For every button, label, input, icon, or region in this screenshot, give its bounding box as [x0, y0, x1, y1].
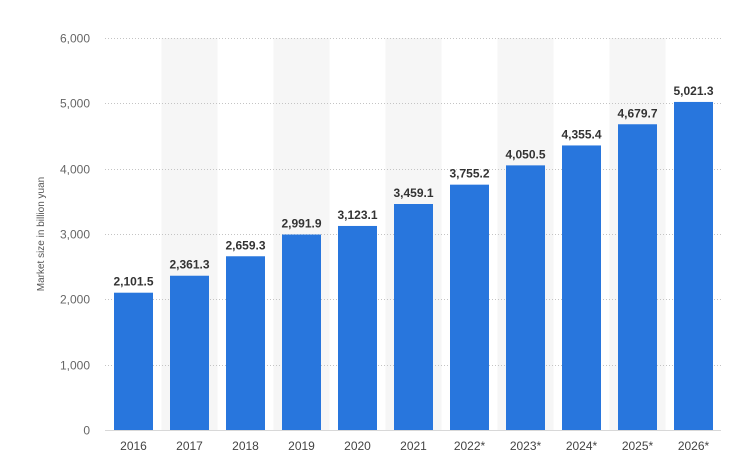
- bar-value-label: 4,679.7: [617, 106, 657, 120]
- bar[interactable]: [282, 234, 321, 430]
- bar[interactable]: [114, 292, 153, 430]
- y-tick-label: 2,000: [60, 293, 90, 307]
- x-tick-label: 2019: [288, 439, 315, 453]
- data-labels: 2,101.5 2,361.3 2,659.3 2,991.9 3,123.1 3,459…: [113, 84, 713, 289]
- bar-value-label: 3,459.1: [393, 186, 433, 200]
- x-tick-label: 2023*: [510, 439, 542, 453]
- bar[interactable]: [618, 124, 657, 431]
- x-tick-label: 2025*: [622, 439, 654, 453]
- bar-value-label: 2,659.3: [225, 238, 265, 252]
- y-tick-label: 6,000: [60, 32, 90, 46]
- bar-value-label: 2,991.9: [281, 217, 321, 231]
- bars: [114, 101, 713, 431]
- bar-value-label: 2,361.3: [169, 258, 209, 272]
- y-axis-ticks: 0 1,000 2,000 3,000 4,000 5,000 6,000: [60, 32, 90, 438]
- x-tick-label: 2020: [344, 439, 371, 453]
- x-tick-label: 2018: [232, 439, 259, 453]
- bar[interactable]: [506, 165, 545, 430]
- x-tick-label: 2024*: [566, 439, 598, 453]
- bar-value-label: 4,355.4: [561, 127, 601, 141]
- x-tick-label: 2021: [400, 439, 427, 453]
- y-tick-label: 1,000: [60, 359, 90, 373]
- bar[interactable]: [338, 225, 377, 430]
- bar[interactable]: [394, 204, 433, 430]
- y-tick-label: 4,000: [60, 163, 90, 177]
- y-tick-label: 3,000: [60, 228, 90, 242]
- bar-value-label: 3,123.1: [337, 208, 377, 222]
- bar-value-label: 4,050.5: [505, 147, 545, 161]
- bar[interactable]: [674, 101, 713, 430]
- x-tick-label: 2022*: [454, 439, 486, 453]
- y-axis-title: Market size in billion yuan: [36, 177, 47, 292]
- bar[interactable]: [170, 275, 209, 430]
- bar[interactable]: [226, 256, 265, 430]
- x-tick-label: 2026*: [678, 439, 710, 453]
- x-tick-label: 2016: [120, 439, 147, 453]
- bar-value-label: 5,021.3: [673, 84, 713, 98]
- bar[interactable]: [450, 184, 489, 430]
- bar[interactable]: [562, 145, 601, 430]
- y-tick-label: 5,000: [60, 97, 90, 111]
- x-tick-label: 2017: [176, 439, 203, 453]
- x-axis-ticks: 2016 2017 2018 2019 2020 2021 2022* 2023* 2024* 2…: [120, 439, 709, 453]
- bar-value-label: 3,755.2: [449, 167, 489, 181]
- bar-value-label: 2,101.5: [113, 275, 153, 289]
- y-tick-label: 0: [83, 424, 90, 438]
